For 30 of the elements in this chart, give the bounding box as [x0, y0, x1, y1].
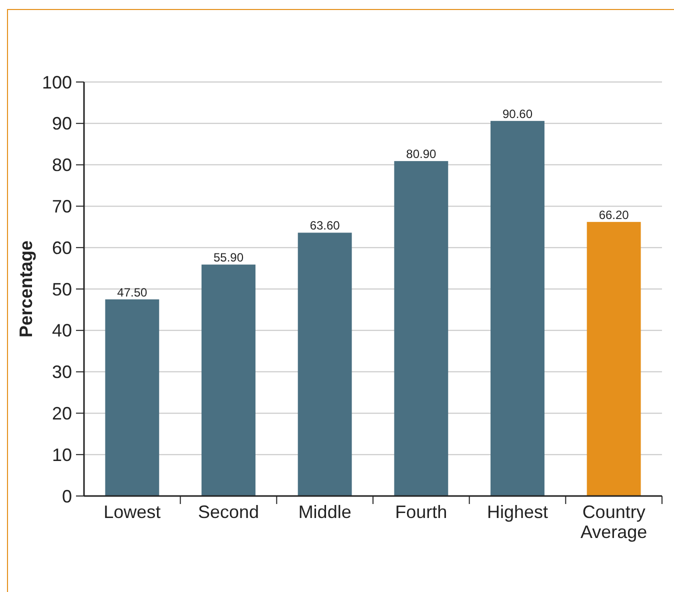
y-tick-label: 20: [52, 404, 72, 424]
y-tick-label: 50: [52, 279, 72, 300]
data-label: 55.90: [213, 250, 244, 265]
y-tick-label: 90: [52, 114, 72, 134]
bar: [586, 222, 641, 496]
bar: [490, 120, 544, 496]
data-label: 47.50: [117, 285, 148, 300]
y-tick-label: 100: [42, 72, 72, 92]
y-tick-label: 0: [62, 486, 72, 506]
y-tick-label: 40: [52, 320, 72, 341]
x-tick-label: Fourth: [395, 502, 448, 522]
x-tick-label: Highest: [486, 502, 548, 522]
y-axis-title: Percentage: [16, 240, 36, 338]
y-tick-label: 10: [52, 444, 72, 465]
x-tick-label: Country Average: [580, 502, 648, 542]
bar: [105, 299, 160, 496]
y-tick-label: 80: [52, 155, 72, 176]
x-tick-label: Second: [198, 502, 260, 522]
data-label: 66.20: [598, 208, 630, 222]
y-tick-label: 70: [52, 196, 72, 216]
data-label: 90.60: [502, 106, 533, 121]
bar: [394, 161, 448, 496]
bar: [298, 232, 352, 496]
x-tick-label: Middle: [298, 502, 352, 522]
data-label: 80.90: [406, 147, 437, 162]
y-tick-label: 30: [52, 362, 72, 382]
x-tick-label: Lowest: [104, 502, 161, 522]
data-label: 63.60: [310, 218, 340, 233]
y-tick-label: 60: [52, 238, 72, 258]
bar: [202, 264, 256, 496]
